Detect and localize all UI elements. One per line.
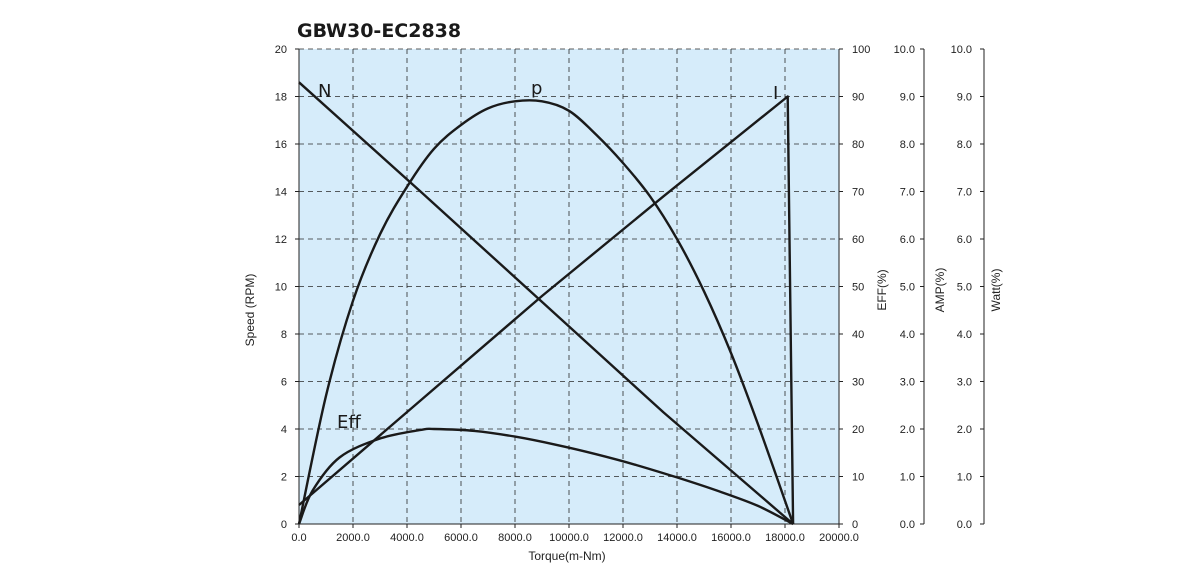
watt-tick-label: 6.0 bbox=[957, 234, 972, 246]
series-line-n bbox=[298, 81, 794, 525]
eff-tick-label: 30 bbox=[852, 377, 864, 389]
speed-tick-label: 2 bbox=[281, 472, 287, 484]
watt-tick-label: 9.0 bbox=[957, 92, 972, 104]
eff-tick-label: 20 bbox=[852, 424, 864, 436]
watt-tick-label: 2.0 bbox=[957, 424, 972, 436]
watt-tick-label: 4.0 bbox=[957, 329, 972, 341]
eff-tick-label: 90 bbox=[852, 92, 864, 104]
amp-tick-label: 4.0 bbox=[900, 329, 915, 341]
amp-tick-label: 9.0 bbox=[900, 92, 915, 104]
eff-axis-title: EFF(%) bbox=[875, 269, 889, 310]
eff-tick-label: 80 bbox=[852, 139, 864, 151]
x-tick-label: 18000.0 bbox=[765, 532, 805, 544]
eff-tick-label: 10 bbox=[852, 472, 864, 484]
series bbox=[297, 81, 795, 526]
eff-tick-label: 0 bbox=[852, 519, 858, 531]
speed-tick-label: 16 bbox=[275, 139, 287, 151]
x-tick-label: 2000.0 bbox=[336, 532, 370, 544]
eff-tick-label: 50 bbox=[852, 282, 864, 294]
watt-tick-label: 3.0 bbox=[957, 377, 972, 389]
speed-tick-label: 6 bbox=[281, 377, 287, 389]
amp-tick-label: 10.0 bbox=[894, 44, 915, 56]
speed-axis-title: Speed (RPM) bbox=[243, 274, 257, 347]
axes: 0.0 2000.0 4000.0 6000.0 8000.0 10000.0 12000.… bbox=[275, 44, 985, 544]
series-line-p bbox=[297, 99, 795, 525]
x-tick-label: 20000.0 bbox=[819, 532, 859, 544]
series-label-eff: Eff bbox=[337, 412, 361, 433]
eff-tick-label: 40 bbox=[852, 329, 864, 341]
watt-tick-label: 7.0 bbox=[957, 187, 972, 199]
amp-tick-label: 8.0 bbox=[900, 139, 915, 151]
eff-tick-label: 60 bbox=[852, 234, 864, 246]
chart-title: GBW30-EC2838 bbox=[297, 20, 461, 42]
watt-tick-label: 5.0 bbox=[957, 282, 972, 294]
series-line-i bbox=[298, 95, 795, 525]
speed-tick-label: 8 bbox=[281, 329, 287, 341]
speed-tick-label: 20 bbox=[275, 44, 287, 56]
series-label-n: N bbox=[318, 81, 331, 102]
amp-tick-label: 0.0 bbox=[900, 519, 915, 531]
x-tick-label: 16000.0 bbox=[711, 532, 751, 544]
speed-tick-label: 12 bbox=[275, 234, 287, 246]
x-axis-title: Torque(m-Nm) bbox=[528, 549, 605, 563]
series-label-i: I bbox=[773, 83, 778, 104]
x-tick-label: 4000.0 bbox=[390, 532, 424, 544]
watt-tick-label: 0.0 bbox=[957, 519, 972, 531]
speed-tick-label: 10 bbox=[275, 282, 287, 294]
watt-tick-label: 8.0 bbox=[957, 139, 972, 151]
series-label-p: p bbox=[531, 78, 542, 99]
series-line-eff bbox=[297, 427, 794, 526]
amp-tick-label: 1.0 bbox=[900, 472, 915, 484]
x-tick-label: 6000.0 bbox=[444, 532, 478, 544]
amp-tick-label: 5.0 bbox=[900, 282, 915, 294]
amp-axis-title: AMP(%) bbox=[933, 268, 947, 313]
amp-tick-label: 3.0 bbox=[900, 377, 915, 389]
amp-tick-label: 7.0 bbox=[900, 187, 915, 199]
amp-tick-label: 2.0 bbox=[900, 424, 915, 436]
speed-tick-label: 4 bbox=[281, 424, 287, 436]
x-tick-label: 8000.0 bbox=[498, 532, 532, 544]
eff-tick-label: 70 bbox=[852, 187, 864, 199]
eff-tick-label: 100 bbox=[852, 44, 870, 56]
speed-tick-label: 0 bbox=[281, 519, 287, 531]
x-tick-label: 14000.0 bbox=[657, 532, 697, 544]
x-tick-label: 0.0 bbox=[291, 532, 306, 544]
speed-tick-label: 18 bbox=[275, 92, 287, 104]
speed-tick-label: 14 bbox=[275, 187, 287, 199]
watt-tick-label: 10.0 bbox=[951, 44, 972, 56]
grid bbox=[298, 48, 840, 525]
amp-tick-label: 6.0 bbox=[900, 234, 915, 246]
x-tick-label: 12000.0 bbox=[603, 532, 643, 544]
watt-axis-title: Watt(%) bbox=[989, 269, 1003, 312]
x-tick-label: 10000.0 bbox=[549, 532, 589, 544]
watt-tick-label: 1.0 bbox=[957, 472, 972, 484]
